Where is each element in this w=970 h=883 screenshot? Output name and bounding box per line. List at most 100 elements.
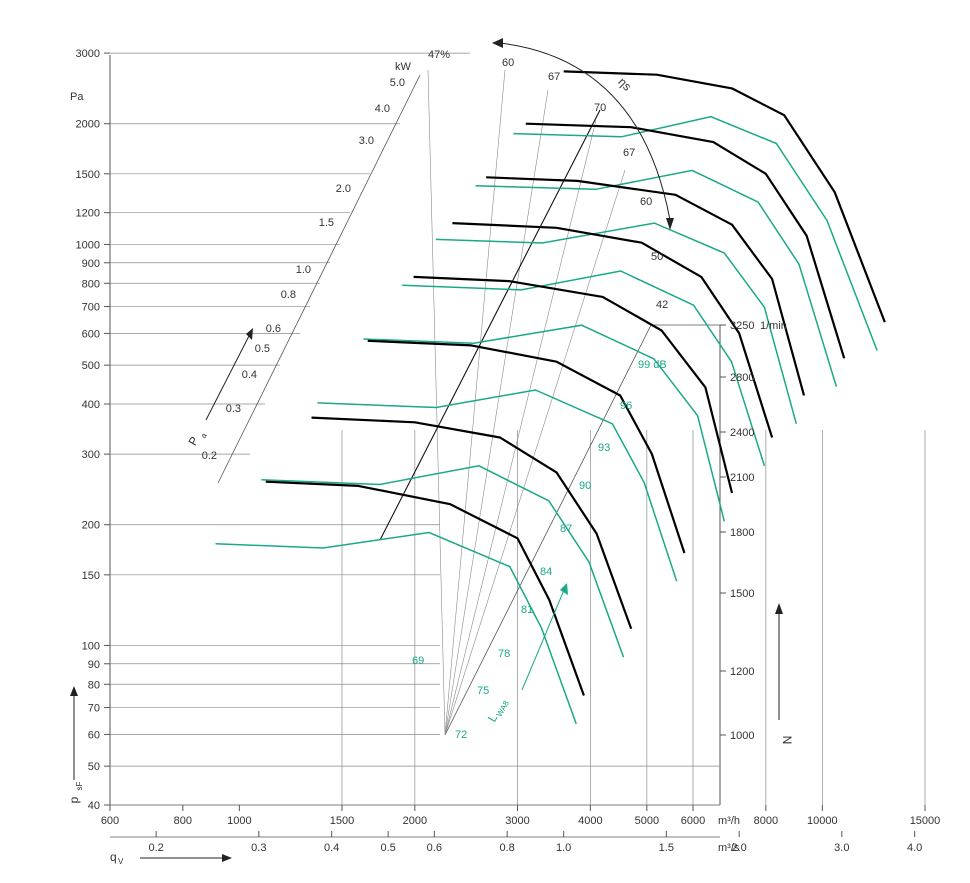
- speed-curve-1500: [367, 339, 686, 554]
- power-axis-line: [217, 74, 421, 484]
- sound-curve: [402, 270, 766, 467]
- power-arrow-line: [205, 333, 251, 421]
- speed-curves-layer: [265, 70, 886, 696]
- efficiency-line: [427, 69, 446, 736]
- speed-tick-label: 3250: [730, 320, 754, 332]
- efficiency-symbol: ηs: [615, 75, 634, 94]
- y-tick-label: 600: [82, 328, 100, 340]
- y-tick-label: 2000: [76, 119, 100, 131]
- efficiency-label: 60: [502, 57, 514, 69]
- y-tick-label: 200: [82, 520, 100, 532]
- y-tick-label: 800: [82, 278, 100, 290]
- efficiency-label: 67: [623, 147, 635, 159]
- sound-arrow-head: [560, 583, 568, 595]
- power-tick-label: 0.3: [226, 403, 241, 415]
- x-tick-label-m3h: 3000: [505, 815, 529, 827]
- y-unit-label: Pa: [70, 91, 84, 103]
- y-tick-label: 50: [88, 761, 100, 773]
- x-tick-label-m3h: 8000: [754, 815, 778, 827]
- y-tick-label: 150: [82, 570, 100, 582]
- speed-tick-label: 1500: [730, 588, 754, 600]
- y-tick-label: 100: [82, 640, 100, 652]
- x-tick-label-m3h: 1500: [330, 815, 354, 827]
- efficiency-line: [444, 89, 549, 736]
- power-tick-label: 3.0: [359, 135, 374, 147]
- speed-tick-label: 2100: [730, 472, 754, 484]
- speed-tick-label: 2400: [730, 427, 754, 439]
- y-tick-label: 1200: [76, 208, 100, 220]
- power-tick-label: 1.0: [296, 264, 311, 276]
- x-axis-subscript: V: [118, 857, 124, 866]
- x-tick-label-m3h: 800: [174, 815, 192, 827]
- sound-level-label: 75: [477, 685, 489, 697]
- efficiency-label: 70: [594, 102, 606, 114]
- speed-curve-1200: [311, 416, 633, 630]
- speed-curve-1000: [265, 480, 585, 696]
- sound-curves-layer: [215, 115, 878, 725]
- speed-unit-label: 1/min: [760, 320, 787, 332]
- power-arrow-head: [246, 328, 253, 340]
- x-tick-label-m3s: 2.0: [732, 842, 747, 854]
- power-tick-label: 0.6: [266, 323, 281, 335]
- speed-tick-label: 1800: [730, 527, 754, 539]
- speed-tick-label: 1000: [730, 730, 754, 742]
- speed-curve-2400: [486, 176, 806, 396]
- x-tick-label-m3s: 1.0: [556, 842, 571, 854]
- x-tick-label-m3h: 2000: [403, 815, 427, 827]
- sound-level-label: 69: [412, 655, 424, 667]
- y-tick-label: 70: [88, 703, 100, 715]
- sound-curve: [317, 389, 678, 582]
- x-tick-label-m3s: 0.6: [427, 842, 442, 854]
- y-tick-label: 1500: [76, 169, 100, 181]
- sound-level-label: 93: [598, 442, 610, 454]
- x-tick-label-m3s: 0.5: [381, 842, 396, 854]
- y-axis-subscript: sF: [75, 781, 84, 790]
- speed-curve-2100: [452, 222, 774, 438]
- y-axis-arrow-head: [70, 686, 78, 696]
- power-unit-label: kW: [395, 61, 412, 73]
- sound-level-label: 96: [620, 400, 632, 412]
- speed-curve-3250: [563, 70, 886, 323]
- efficiency-label: 50: [651, 251, 663, 263]
- sound-arrow-line: [521, 589, 565, 691]
- efficiency-label: 60: [640, 196, 652, 208]
- y-tick-label: 500: [82, 360, 100, 372]
- sound-level-label: 90: [579, 480, 591, 492]
- y-tick-label: 300: [82, 449, 100, 461]
- sound-level-label: 81: [521, 604, 533, 616]
- speed-axis-symbol: N: [780, 736, 794, 745]
- efficiency-label: 42: [656, 299, 668, 311]
- x-tick-label-m3h: 1000: [227, 815, 251, 827]
- sound-curve: [261, 465, 625, 658]
- efficiency-arrow-head-left: [492, 38, 503, 48]
- sound-curve: [475, 169, 838, 387]
- power-tick-label: 4.0: [375, 103, 390, 115]
- y-tick-label: 80: [88, 679, 100, 691]
- efficiency-line: [444, 169, 626, 736]
- x-tick-label-m3h: 4000: [578, 815, 602, 827]
- y-tick-label: 90: [88, 659, 100, 671]
- speed-tick-label: 2800: [730, 372, 754, 384]
- sound-level-label: 99 dB: [638, 359, 667, 371]
- grid-layer: [104, 52, 926, 838]
- power-tick-label: 0.4: [242, 369, 257, 381]
- power-tick-label: 2.0: [336, 183, 351, 195]
- x-tick-label-m3s: 0.2: [149, 842, 164, 854]
- y-tick-label: 700: [82, 302, 100, 314]
- y-tick-label: 1000: [76, 239, 100, 251]
- sound-level-label: 87: [560, 523, 572, 535]
- sound-curve: [435, 222, 798, 424]
- speed-curve-1800: [413, 275, 734, 494]
- sound-level-label: 78: [498, 648, 510, 660]
- efficiency-label: 67: [548, 71, 560, 83]
- best-efficiency-line: [379, 109, 601, 541]
- efficiency-arc-arrow: [499, 42, 671, 221]
- sound-curve: [513, 115, 878, 351]
- efficiency-line: [444, 69, 506, 736]
- power-tick-label: 5.0: [390, 77, 405, 89]
- end-line: [444, 324, 652, 736]
- x-tick-label-m3s: 0.8: [500, 842, 515, 854]
- sound-curve: [215, 531, 577, 725]
- y-tick-label: 40: [88, 800, 100, 812]
